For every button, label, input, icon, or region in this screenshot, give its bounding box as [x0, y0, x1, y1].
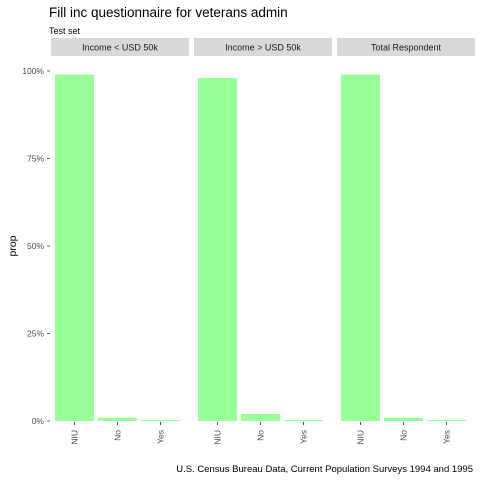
- x-tick-label: No: [256, 430, 266, 441]
- facet-label: Total Respondent: [371, 43, 442, 53]
- facet-panel: Income > USD 50k NIU No Yes: [194, 38, 332, 445]
- chart-caption: U.S. Census Bureau Data, Current Populat…: [176, 464, 473, 475]
- bar-no: [384, 417, 423, 421]
- facet-panel: Total Respondent NIU No Yes: [337, 38, 475, 445]
- bar-yes: [284, 419, 323, 421]
- bar-niu: [341, 74, 380, 421]
- y-axis-title: prop: [7, 235, 19, 256]
- bar-niu: [198, 78, 237, 421]
- x-tick-label: NIU: [213, 430, 223, 445]
- facet-label: Income < USD 50k: [82, 43, 158, 53]
- facet-strip: [51, 38, 189, 56]
- bar-yes: [141, 419, 180, 421]
- x-tick-label: NIU: [356, 430, 366, 445]
- bar-yes: [427, 419, 466, 421]
- y-tick-label: 100%: [22, 66, 44, 76]
- bar-no: [98, 417, 137, 421]
- bar-niu: [55, 74, 94, 421]
- chart-subtitle: Test set: [49, 26, 81, 36]
- facet-label: Income > USD 50k: [225, 43, 301, 53]
- y-tick-label: 50%: [27, 241, 44, 251]
- facet-panel: Income < USD 50k NIU No Yes: [51, 38, 189, 445]
- y-tick-label: 75%: [27, 154, 44, 164]
- y-tick-label: 25%: [27, 329, 44, 339]
- facet-strip: [337, 38, 475, 56]
- x-tick-label: Yes: [156, 430, 166, 444]
- y-axis: 0% 25% 50% 75% 100%: [22, 66, 50, 426]
- x-tick-label: NIU: [70, 430, 80, 445]
- x-tick-label: Yes: [442, 430, 452, 444]
- x-tick-label: Yes: [299, 430, 309, 444]
- facet-strip: [194, 38, 332, 56]
- x-tick-label: No: [113, 430, 123, 441]
- y-tick-label: 0%: [32, 416, 45, 426]
- x-tick-label: No: [399, 430, 409, 441]
- chart-title: Fill inc questionnaire for veterans admi…: [49, 5, 288, 20]
- bar-no: [241, 414, 280, 421]
